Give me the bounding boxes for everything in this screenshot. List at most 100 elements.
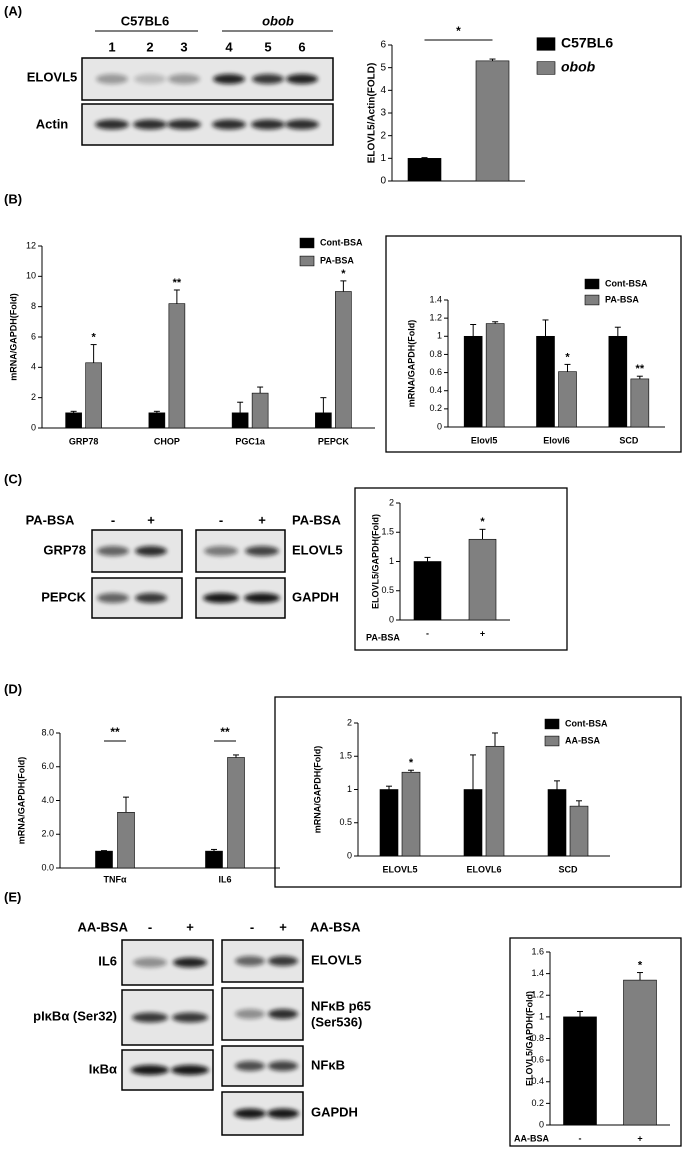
x-tick-label: PGC1a <box>235 436 266 446</box>
blot-band <box>268 1061 298 1071</box>
row-label: IκBα <box>89 1061 117 1076</box>
lane-label: 6 <box>298 39 305 54</box>
bar <box>231 412 249 429</box>
y-axis-label: mRNA/GAPDH(Fold) <box>8 293 18 381</box>
row-label: Actin <box>36 116 69 131</box>
y-axis-label: mRNA/GAPDH(Fold) <box>406 320 416 408</box>
lane-label: - <box>250 919 254 934</box>
significance-label: * <box>409 757 414 769</box>
legend-label: PA-BSA <box>605 294 639 304</box>
y-tick-label: 1.5 <box>339 751 352 761</box>
blot-band <box>172 1012 208 1023</box>
lane-label: - <box>148 919 152 934</box>
x-tick-label: - <box>579 1133 582 1143</box>
y-tick-label: 0 <box>437 421 442 431</box>
y-tick-label: 6 <box>31 331 36 341</box>
x-tick-label: Elovl5 <box>471 435 498 445</box>
row-label: (Ser536) <box>311 1014 362 1029</box>
significance-label: * <box>456 24 461 38</box>
y-axis-label: ELOVL5/GAPDH(Fold) <box>524 991 534 1086</box>
y-tick-label: 1.2 <box>531 990 544 1000</box>
blot-band <box>97 593 129 603</box>
panel-label: (B) <box>4 191 22 206</box>
blot-band <box>204 546 238 556</box>
bar <box>463 335 483 428</box>
y-tick-label: 10 <box>26 271 36 281</box>
row-label: GAPDH <box>292 589 339 604</box>
y-axis-label: ELOVL5/Actin(FOLD) <box>367 63 378 164</box>
y-tick-label: 6 <box>380 40 386 51</box>
significance-label: ** <box>110 725 120 739</box>
y-tick-label: 1.6 <box>531 946 544 956</box>
row-label: PEPCK <box>41 589 86 604</box>
legend-label: C57BL6 <box>561 35 613 51</box>
bar <box>379 789 399 857</box>
x-tick-label: SCD <box>558 864 578 874</box>
blot-band <box>235 956 265 966</box>
y-tick-label: 2 <box>31 392 36 402</box>
legend-swatch <box>299 237 315 249</box>
y-tick-label: 0.5 <box>339 817 352 827</box>
blot-band <box>97 546 129 556</box>
significance-label: * <box>565 351 570 363</box>
bar <box>401 771 421 857</box>
y-tick-label: 8 <box>31 301 36 311</box>
blot-band <box>168 74 200 84</box>
row-label: IL6 <box>98 953 117 968</box>
chart-frame <box>354 487 568 651</box>
y-tick-label: 0.4 <box>429 385 442 395</box>
x-tick-label: TNFα <box>103 874 126 884</box>
y-tick-label: 0 <box>31 422 36 432</box>
blot-band <box>213 74 245 84</box>
significance-label: * <box>91 331 96 343</box>
bar <box>407 158 442 182</box>
y-tick-label: 6.0 <box>41 761 54 771</box>
blot-band <box>133 957 167 968</box>
lane-label: + <box>279 919 287 934</box>
bar <box>468 538 497 621</box>
y-tick-label: 2 <box>380 130 386 141</box>
blot-band <box>131 1065 169 1075</box>
x-row-label: AA-BSA <box>514 1133 549 1143</box>
panel-label: (D) <box>4 681 22 696</box>
chart-frame <box>385 235 682 453</box>
y-tick-label: 0 <box>380 176 386 187</box>
bar <box>227 757 245 869</box>
y-tick-label: 2 <box>347 717 352 727</box>
lane-label: - <box>219 512 223 527</box>
y-tick-label: 1 <box>437 331 442 341</box>
blot-band <box>132 1012 168 1023</box>
bar <box>168 303 186 429</box>
bar <box>569 805 589 857</box>
panel-label: (C) <box>4 471 22 486</box>
y-tick-label: 1 <box>347 784 352 794</box>
legend-swatch <box>544 735 560 747</box>
blot-band <box>285 119 319 130</box>
y-tick-label: 0.0 <box>41 862 54 872</box>
y-tick-label: 0.8 <box>531 1033 544 1043</box>
y-tick-label: 0.8 <box>429 349 442 359</box>
bar <box>85 362 102 429</box>
bar <box>413 561 442 621</box>
chart-frame <box>274 696 682 888</box>
y-tick-label: 12 <box>26 240 36 250</box>
legend-swatch <box>544 718 560 730</box>
lane-label: + <box>147 512 155 527</box>
bar <box>623 979 657 1126</box>
y-tick-label: 1.5 <box>381 527 394 537</box>
significance-label: ** <box>220 725 230 739</box>
bar <box>485 323 505 428</box>
treatment-label: AA-BSA <box>77 919 128 934</box>
y-tick-label: 3 <box>380 108 386 119</box>
bar <box>117 812 135 869</box>
x-tick-label: + <box>480 628 485 638</box>
y-tick-label: 2.0 <box>41 829 54 839</box>
y-axis-label: mRNA/GAPDH(Fold) <box>312 746 322 834</box>
y-axis-label: ELOVL5/GAPDH(Fold) <box>370 514 380 609</box>
significance-label: ** <box>636 363 645 375</box>
bar <box>547 789 567 857</box>
bar <box>608 335 628 428</box>
blot-band <box>245 546 279 556</box>
blot-band <box>267 1108 299 1119</box>
